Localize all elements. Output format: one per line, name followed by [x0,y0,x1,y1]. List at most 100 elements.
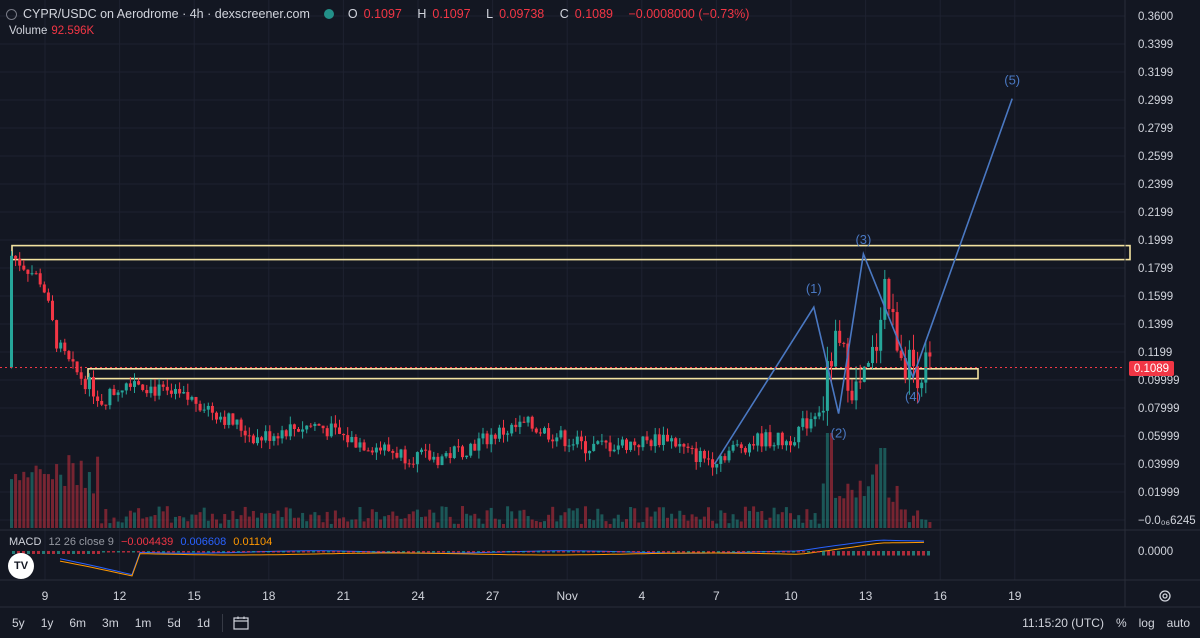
macd-histogram-bar [342,551,345,553]
candle-body [395,452,399,458]
candle-body [444,453,448,457]
percent-toggle[interactable]: % [1115,615,1127,630]
candle-body [301,429,305,432]
calendar-icon[interactable] [233,616,249,630]
volume-bar [22,471,26,528]
range-5d[interactable]: 5d [167,615,181,630]
macd-histogram-bar [427,551,430,553]
candle-body [403,449,407,464]
ohlc-readout: O 0.1097 H 0.1097 L 0.09738 C 0.1089 −0.0008… [348,7,756,21]
close-value: 0.1089 [574,7,614,21]
candle-body [96,396,100,401]
macd-histogram-bar [607,551,610,553]
macd-histogram-bar [567,551,570,553]
candle-body [38,273,42,285]
candle-body [625,439,628,450]
candle-body [264,431,268,441]
macd-histogram-bar [832,551,835,556]
volume-bar [579,523,583,528]
volume-bar [133,512,136,528]
wave-label: (5) [1004,73,1020,88]
macd-histogram-bar [102,551,105,553]
candle-body [452,446,456,458]
volume-bar [620,521,624,528]
candle-body [805,418,809,429]
macd-histogram-bar [352,551,355,553]
volume-bar [502,523,505,528]
range-1d[interactable]: 1d [196,615,211,630]
candle-body [772,445,776,447]
volume-bar [563,512,567,528]
macd-histogram-bar [97,551,100,554]
macd-histogram-bar [737,551,740,553]
volume-bar [198,512,202,528]
x-tick-label: 19 [1008,589,1022,603]
range-3m[interactable]: 3m [102,615,119,630]
macd-histogram-bar [32,551,35,554]
volume-bar [666,517,669,528]
candle-body [764,432,768,447]
candle-body [715,463,719,468]
status-dot-icon [323,9,334,19]
macd-histogram-bar [912,551,915,556]
macd-histogram-bar [202,551,205,553]
volume-bar [383,516,387,528]
volume-bar [887,497,891,528]
log-toggle[interactable]: log [1138,615,1155,630]
candle-body [830,361,833,367]
candle-body [79,372,83,379]
candle-body [116,392,120,395]
macd-histogram-bar [197,551,200,553]
candle-body [55,320,59,349]
macd-histogram-bar [237,551,240,553]
gear-icon[interactable] [1158,589,1172,603]
macd-histogram-bar [397,551,400,553]
macd-histogram-bar [152,551,155,553]
volume-bar [317,515,321,528]
candle-body [321,425,325,429]
macd-histogram-bar [782,551,785,553]
macd-histogram-bar [512,551,515,553]
candle-body [735,444,739,446]
x-tick-label: 7 [713,589,720,603]
candle-body [75,361,79,373]
macd-signal-value: 0.006608 [180,536,227,548]
volume-bar [100,523,104,528]
range-6m[interactable]: 6m [69,615,87,630]
macd-histogram-bar [302,551,305,553]
macd-histogram-bar [112,551,115,553]
macd-histogram-bar [262,551,265,553]
volume-bar [444,506,448,528]
volume-bar [686,520,690,528]
macd-histogram-bar [842,551,845,556]
macd-histogram-bar [417,551,420,553]
volume-bar [34,465,38,528]
volume-bar [789,513,792,528]
volume-bar [157,506,161,528]
macd-histogram-bar [657,551,660,553]
volume-bar [727,523,731,528]
range-1m[interactable]: 1m [134,615,152,630]
candle-body [567,445,571,447]
candle-body [719,456,723,464]
macd-histogram-bar [637,551,640,553]
candle-body [153,386,157,396]
candle-body [391,451,395,453]
volume-bar [231,510,235,528]
range-5y[interactable]: 5y [12,615,25,630]
auto-toggle[interactable]: auto [1166,615,1190,630]
candle-body [596,441,600,444]
macd-histogram-bar [772,551,775,553]
volume-value: 92.596K [51,25,95,37]
candle-body [374,447,378,453]
range-1y[interactable]: 1y [40,615,54,630]
volume-bar [862,496,866,528]
tradingview-logo-icon[interactable]: TV [8,553,34,579]
volume-bar [629,506,633,528]
candle-body [157,384,161,396]
macd-histogram-bar [297,551,300,553]
volume-bar [235,518,239,528]
volume-bar [518,510,522,528]
candle-body [178,388,182,394]
